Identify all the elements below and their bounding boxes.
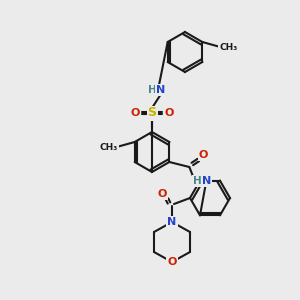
Text: N: N [167, 217, 177, 227]
Text: CH₃: CH₃ [100, 142, 118, 152]
Text: O: O [167, 257, 177, 267]
Text: H: H [193, 176, 202, 186]
Text: CH₃: CH₃ [219, 43, 237, 52]
Text: S: S [148, 106, 157, 119]
Text: N: N [202, 176, 211, 186]
Text: O: O [164, 108, 174, 118]
Text: O: O [157, 189, 167, 199]
Text: N: N [156, 85, 166, 95]
Text: O: O [199, 150, 208, 160]
Text: H: H [148, 85, 156, 95]
Text: O: O [130, 108, 140, 118]
